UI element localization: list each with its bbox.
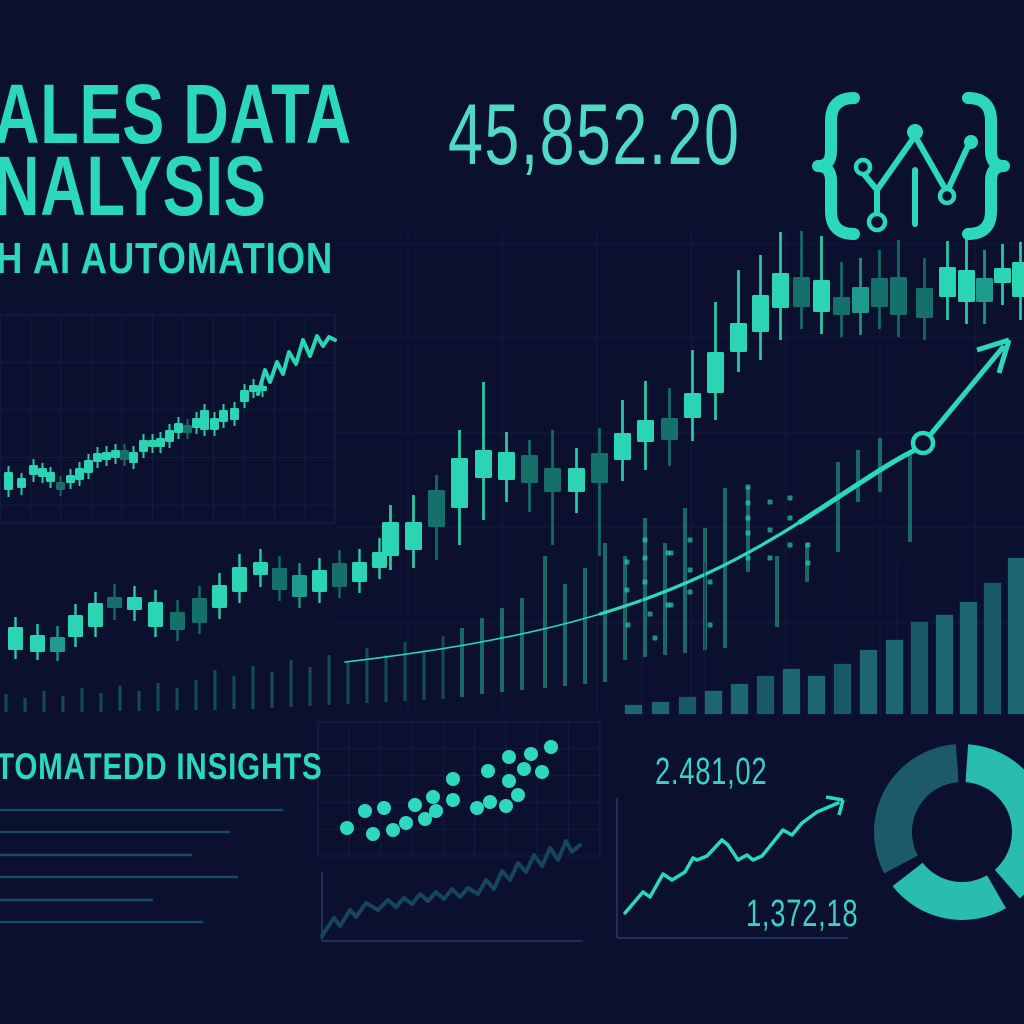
donut — [874, 744, 1024, 921]
page-title-line2: NALYSIS — [0, 139, 267, 233]
insights-title: TOMATEDD INSIGHTS — [0, 746, 323, 787]
trend-curve — [344, 337, 1012, 663]
dot-columns — [624, 484, 811, 641]
mini-chart-value-top: 2.481,02 — [655, 751, 768, 793]
mini-candles — [0, 314, 337, 524]
metric-value: 45,852.20 — [448, 87, 741, 183]
scatter-plot — [317, 721, 601, 857]
page-title-line1: ALES DATA — [0, 67, 352, 161]
braces-network-icon — [812, 92, 1010, 240]
mid-candles — [8, 538, 387, 661]
volume-bars — [624, 557, 1024, 716]
main-candles — [382, 231, 1024, 570]
page-subtitle: H AI AUTOMATION — [0, 234, 334, 283]
sparkline — [320, 839, 583, 942]
volume-sticks-small — [4, 636, 445, 712]
mini-line — [616, 795, 848, 939]
insight-lines — [0, 808, 283, 924]
mini-chart-value-bottom: 1,372,18 — [746, 893, 859, 935]
